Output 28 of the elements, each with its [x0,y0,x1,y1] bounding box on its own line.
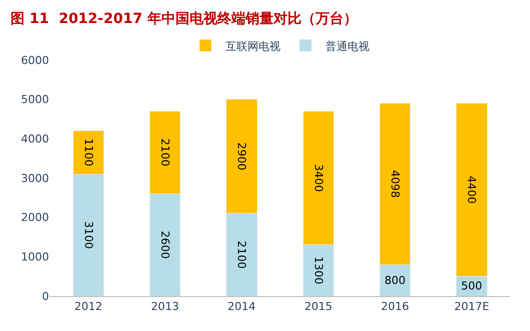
data-label: 2600 [158,230,172,259]
y-tick-label: 1000 [21,250,49,264]
data-label: 2100 [158,138,172,166]
data-label: 500 [461,280,482,293]
y-tick-label: 4000 [21,132,49,146]
data-label: 2900 [235,142,248,170]
x-tick-label: 2017E [454,300,490,314]
legend-label: 普通电视 [326,40,370,53]
x-tick-label: 2014 [228,300,256,314]
x-tick-label: 2016 [381,300,409,314]
y-tick-label: 2000 [21,211,49,224]
data-label: 4400 [465,176,478,204]
x-tick-label: 2015 [304,300,332,314]
y-tick-label: 5000 [21,93,49,106]
data-label: 3400 [312,164,325,192]
x-tick-label: 2013 [151,300,179,314]
y-tick-label: 0 [42,290,49,303]
data-label: 4098 [388,170,402,198]
data-label: 1100 [82,138,95,166]
data-label: 1300 [312,256,325,284]
y-tick-label: 6000 [21,54,49,67]
data-label: 800 [384,274,406,287]
legend-label: 互联网电视 [226,40,280,53]
data-label: 2100 [235,240,248,269]
y-tick-label: 3000 [21,172,49,185]
x-tick-label: 2012 [74,300,102,314]
data-label: 3100 [82,221,95,250]
chart-title: 图 11 2012-2017 年中国电视终端销量对比（万台） [10,10,358,28]
